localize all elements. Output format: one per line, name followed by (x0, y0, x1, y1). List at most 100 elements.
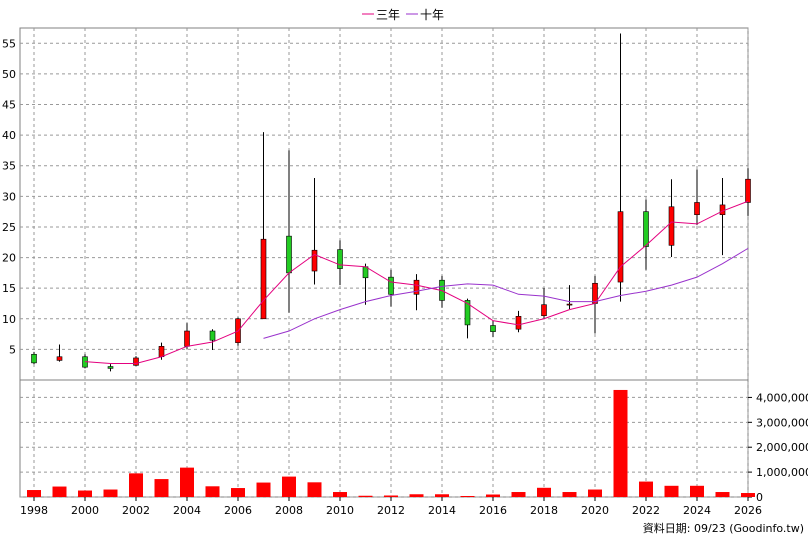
candle-body (133, 357, 139, 366)
volume-bar (180, 467, 194, 497)
volume-bar (52, 486, 67, 497)
price-tick-label: 50 (2, 68, 16, 81)
year-tick-label: 2004 (173, 504, 201, 517)
volume-bar (333, 492, 347, 497)
moving-average-lines (84, 200, 749, 364)
candle (133, 356, 139, 366)
candle-body (31, 353, 37, 364)
year-tick-label: 2022 (632, 504, 660, 517)
source-footer: 資料日期: 09/23 (Goodinfo.tw) (643, 521, 804, 535)
volume-bar (78, 490, 92, 497)
candle (388, 269, 394, 307)
candle (464, 298, 471, 339)
year-tick-label: 2026 (734, 504, 762, 517)
price-tick-label: 20 (2, 252, 16, 265)
price-axis: 5 10 15 20 25 30 35 40 45 50 55 (2, 37, 16, 356)
volume-bar (690, 485, 704, 497)
volume-bar (511, 492, 526, 497)
volume-bar (307, 482, 322, 497)
ma-line-3yr (84, 200, 749, 364)
volume-bars (27, 389, 755, 497)
candle (694, 169, 700, 226)
candle (719, 177, 726, 256)
candle (668, 179, 675, 257)
candle (184, 323, 190, 350)
volume-bar (231, 488, 245, 497)
candle-body (668, 206, 675, 246)
volume-bar (741, 493, 755, 497)
ma-line-10yr (263, 247, 749, 339)
candle-body (56, 356, 63, 361)
year-tick-label: 2010 (326, 504, 354, 517)
candle (592, 275, 598, 334)
candle-body (107, 366, 114, 369)
year-tick-label: 2020 (581, 504, 609, 517)
candle-body (413, 279, 420, 295)
candle (311, 177, 318, 285)
candle (541, 288, 547, 319)
price-tick-label: 30 (2, 190, 16, 203)
year-tick-label: 1998 (20, 504, 48, 517)
candle-body (337, 249, 343, 269)
volume-bar (129, 473, 143, 497)
candle-body (490, 325, 496, 332)
volume-bar (715, 492, 730, 497)
candle-body (464, 300, 471, 326)
year-tick-label: 2008 (275, 504, 303, 517)
price-tick-label: 40 (2, 129, 16, 142)
volume-axis: 0 1,000,000 2,000,000 3,000,000 4,000,000 (748, 391, 808, 504)
volume-bar (562, 492, 577, 497)
candle-body (617, 211, 624, 283)
candle-body (566, 303, 573, 306)
volume-bar (486, 494, 500, 497)
year-axis: 1998 2000 2002 2004 2006 2008 2010 2012 2014 2016… (20, 497, 762, 517)
candle-body (362, 266, 369, 279)
candle (617, 33, 624, 302)
year-tick-label: 2002 (122, 504, 150, 517)
candle (745, 168, 751, 216)
year-tick-label: 2014 (428, 504, 456, 517)
candle-body (184, 330, 190, 347)
volume-tick-label: 0 (756, 491, 763, 504)
price-tick-label: 10 (2, 313, 16, 326)
grid-lines (20, 28, 749, 498)
price-tick-label: 55 (2, 37, 16, 50)
price-tick-label: 45 (2, 99, 16, 112)
volume-bar (537, 487, 551, 497)
legend-label-3yr: 三年 (376, 8, 400, 22)
year-tick-label: 2016 (479, 504, 507, 517)
candle (490, 320, 496, 338)
volume-bar (435, 494, 449, 497)
candle-body (719, 204, 726, 216)
price-tick-label: 35 (2, 160, 16, 173)
legend: 三年 十年 (362, 8, 444, 22)
volume-tick-label: 3,000,000 (756, 416, 808, 429)
candle (515, 310, 522, 333)
candle (566, 285, 573, 309)
volume-bar (639, 481, 653, 497)
candle-body (286, 235, 292, 274)
volume-bar (27, 490, 41, 497)
candle-body (388, 276, 394, 295)
candle-body (260, 238, 267, 320)
candle (260, 132, 267, 320)
volume-bar (154, 479, 169, 497)
candle (362, 263, 369, 305)
candle (31, 351, 37, 365)
volume-bar (384, 495, 398, 497)
volume-bar (409, 494, 424, 497)
candle (643, 199, 649, 270)
legend-label-10yr: 十年 (420, 8, 444, 22)
year-tick-label: 2018 (530, 504, 558, 517)
candle-body (515, 316, 522, 330)
volume-bar (358, 495, 373, 497)
candle-body (209, 330, 216, 341)
price-tick-label: 5 (9, 343, 16, 356)
price-panel (19, 27, 749, 381)
candle (413, 274, 420, 311)
price-tick-label: 25 (2, 221, 16, 234)
volume-bar (460, 496, 475, 497)
candle (107, 364, 114, 372)
candle-body (311, 249, 318, 272)
